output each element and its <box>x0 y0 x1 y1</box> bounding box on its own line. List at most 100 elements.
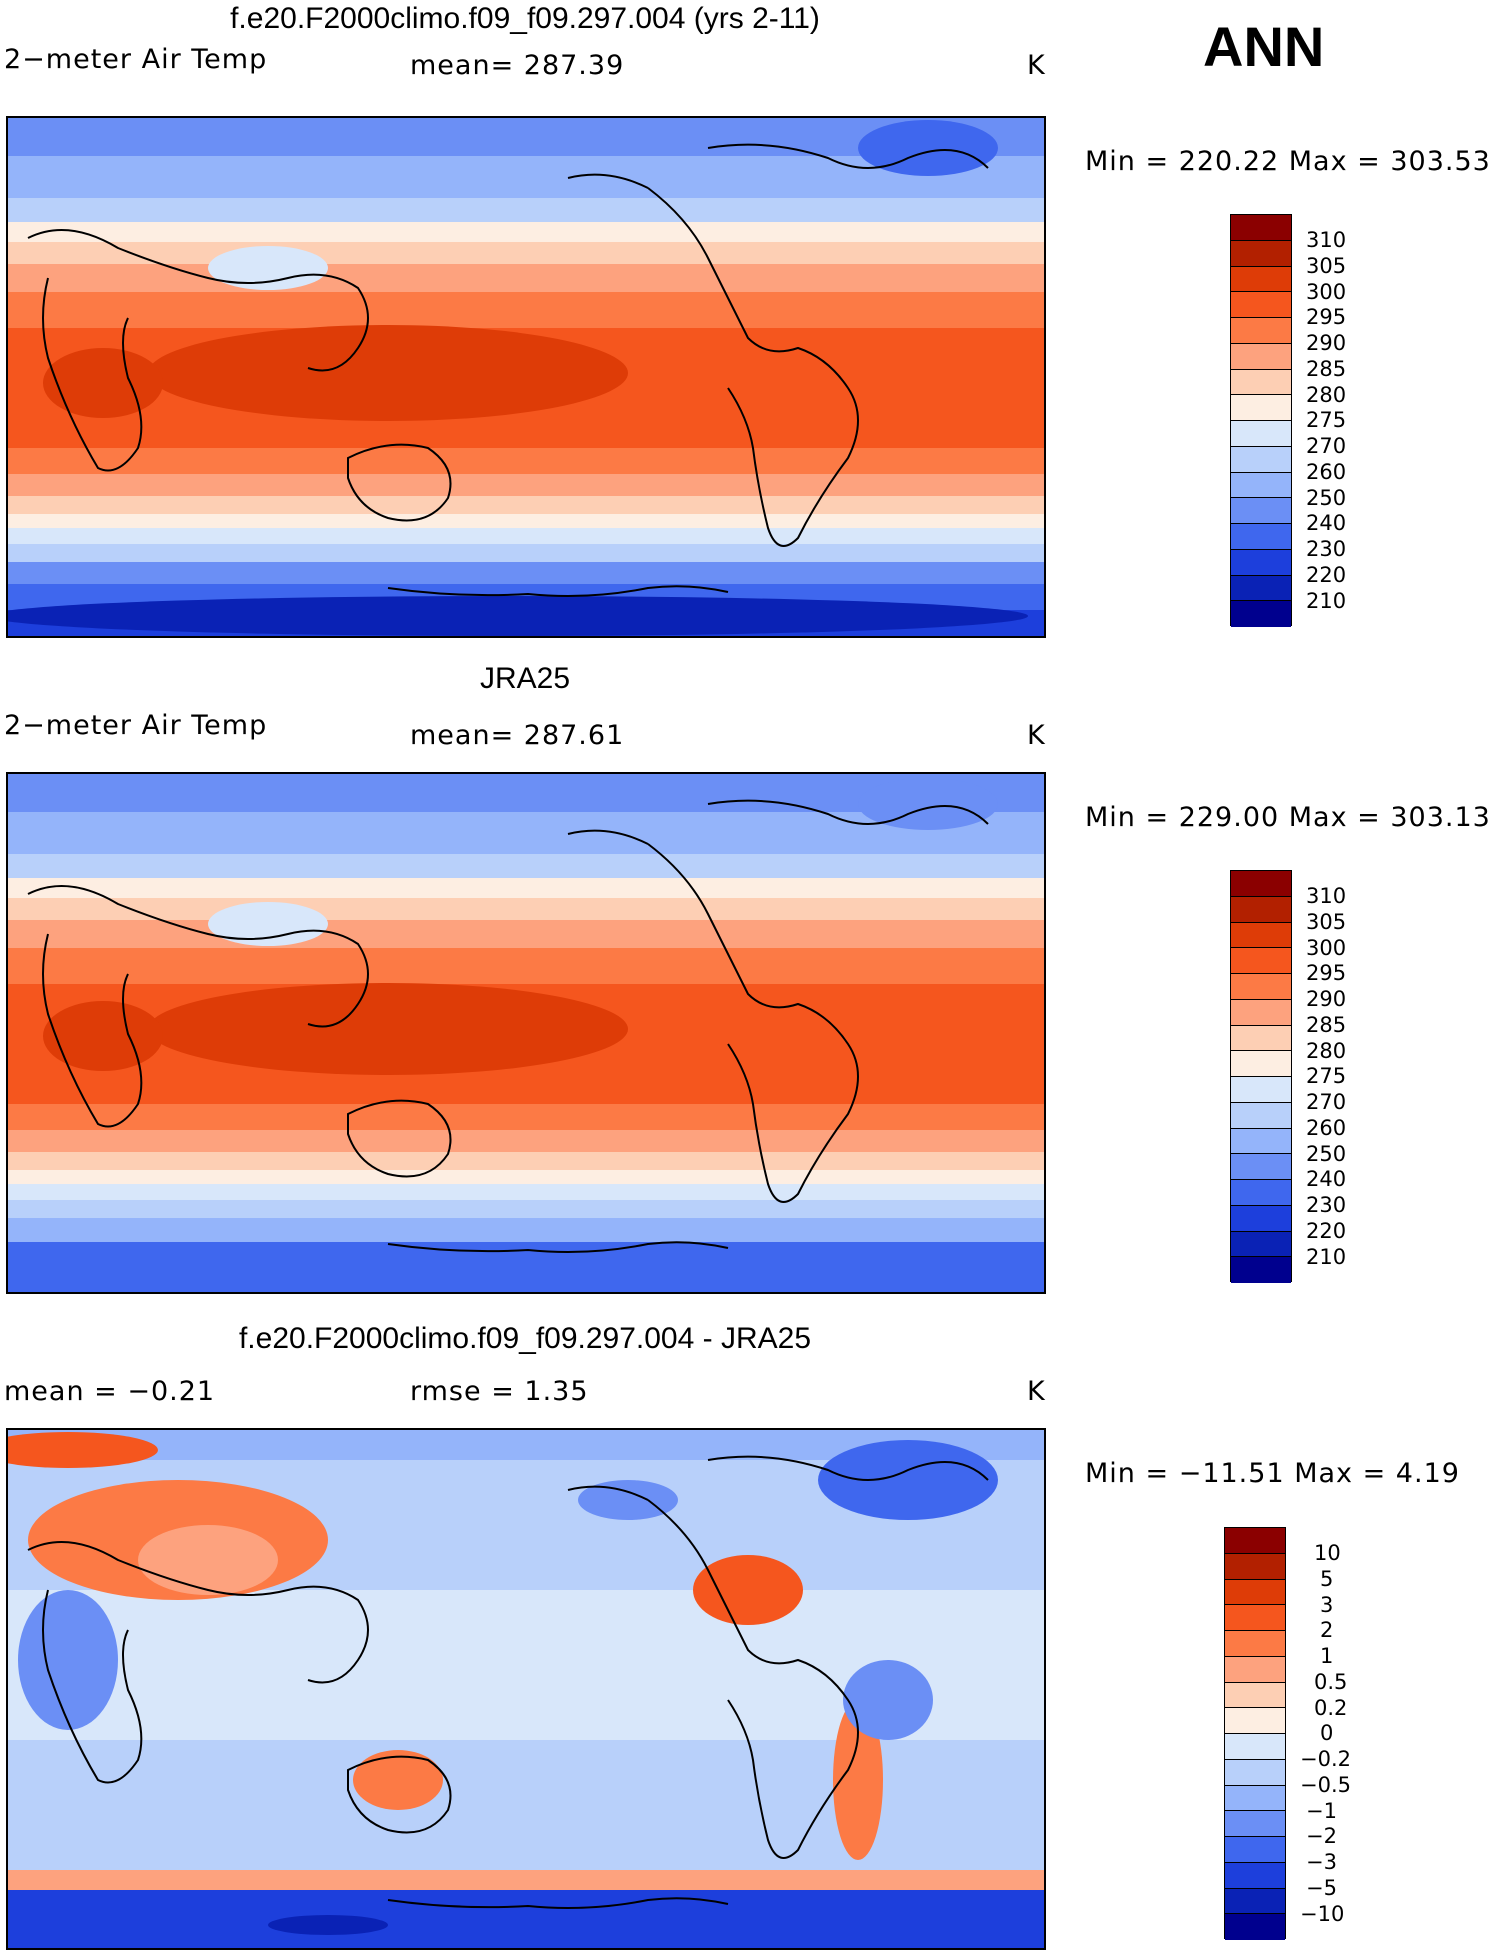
colorbar-swatch <box>1225 1862 1285 1889</box>
colorbar-label: 1 <box>1320 1644 1334 1668</box>
colorbar-label: 275 <box>1306 1064 1347 1088</box>
lat-band <box>8 474 1044 496</box>
lat-band <box>8 242 1044 264</box>
map-plot <box>6 116 1046 638</box>
lat-band <box>8 514 1044 528</box>
lat-band <box>8 854 1044 878</box>
colorbar-swatch <box>1231 896 1291 923</box>
coastline-australia <box>347 1099 452 1178</box>
colorbar <box>1230 870 1292 1283</box>
colorbar-swatch <box>1231 1102 1291 1129</box>
colorbar-label: 2 <box>1320 1618 1334 1642</box>
colorbar-label: 275 <box>1306 408 1347 432</box>
colorbar-label: 210 <box>1306 589 1347 613</box>
colorbar <box>1224 1527 1286 1940</box>
colorbar-label: 295 <box>1306 961 1347 985</box>
colorbar-label: 310 <box>1306 884 1347 908</box>
lat-band <box>8 1870 1044 1890</box>
lat-band <box>8 222 1044 242</box>
colorbar-swatch <box>1225 1682 1285 1709</box>
coastline-australia <box>347 443 452 522</box>
colorbar-swatch <box>1231 601 1291 627</box>
coastline-americas <box>647 187 859 547</box>
lat-band <box>8 496 1044 514</box>
colorbar-label: 3 <box>1320 1593 1334 1617</box>
colorbar-swatch <box>1231 871 1291 897</box>
anomaly-warm <box>833 1700 883 1860</box>
coastline-americas <box>647 843 859 1203</box>
colorbar-label: 250 <box>1306 1142 1347 1166</box>
cold-region <box>8 596 1028 636</box>
colorbar-label: −5 <box>1306 1876 1337 1900</box>
colorbar-swatch <box>1225 1888 1285 1915</box>
colorbar-swatch <box>1231 240 1291 267</box>
coastline-africa-eurasia <box>27 885 369 1128</box>
lat-band <box>8 264 1044 292</box>
temperature-map <box>8 118 1044 636</box>
temperature-map <box>8 774 1044 1292</box>
colorbar-label: 5 <box>1320 1567 1334 1591</box>
mean-label: mean = −0.21 <box>4 1376 216 1407</box>
difference-map <box>8 1430 1044 1948</box>
coastline-antarctica <box>387 585 729 597</box>
colorbar-label: 0.2 <box>1314 1696 1348 1720</box>
panel-title: f.e20.F2000climo.f09_f09.297.004 - JRA25 <box>238 1322 812 1355</box>
coastline-africa-eurasia <box>27 229 369 472</box>
lat-band <box>8 948 1044 984</box>
coastlines <box>27 1455 989 1909</box>
colorbar-swatch <box>1225 1837 1285 1863</box>
lat-band <box>8 1218 1044 1242</box>
anomaly-cold <box>268 1915 388 1935</box>
mean-label: mean= 287.39 <box>410 50 625 81</box>
colorbar-label: 220 <box>1306 563 1347 587</box>
colorbar-swatch <box>1231 395 1291 421</box>
coastlines <box>27 143 989 597</box>
colorbar-label: 305 <box>1306 910 1347 934</box>
colorbar-label: 240 <box>1306 511 1347 535</box>
lat-band <box>8 448 1044 474</box>
lat-band <box>8 1890 1044 1948</box>
colorbar-swatch <box>1225 1528 1285 1554</box>
anomaly-cold <box>578 1480 678 1520</box>
mean-label: mean= 287.61 <box>410 720 625 751</box>
colorbar-label: −3 <box>1306 1850 1337 1874</box>
colorbar-label: 300 <box>1306 936 1347 960</box>
colorbar-swatch <box>1231 498 1291 524</box>
colorbar-swatch <box>1231 1051 1291 1077</box>
colorbar-label: 240 <box>1306 1167 1347 1191</box>
units-label: K <box>1027 720 1046 751</box>
variable-label: 2−meter Air Temp <box>4 710 268 741</box>
lat-band <box>8 920 1044 948</box>
colorbar-label: 10 <box>1314 1541 1341 1565</box>
colorbar-swatch <box>1231 1154 1291 1180</box>
colorbar-label: −1 <box>1306 1799 1337 1823</box>
anomaly-cold <box>818 1440 998 1520</box>
colorbar-swatch <box>1231 421 1291 447</box>
colorbar-swatch <box>1231 922 1291 949</box>
warm-pool <box>43 348 163 418</box>
lat-band <box>8 528 1044 544</box>
colorbar-swatch <box>1231 1180 1291 1206</box>
min-max-label: Min = −11.51 Max = 4.19 <box>1085 1458 1460 1489</box>
colorbar-label: 260 <box>1306 1116 1347 1140</box>
min-max-label: Min = 220.22 Max = 303.53 <box>1085 146 1491 177</box>
colorbar-swatch <box>1231 369 1291 396</box>
colorbar-label: 260 <box>1306 460 1347 484</box>
rmse-label: rmse = 1.35 <box>410 1376 589 1407</box>
anomaly-cold <box>843 1660 933 1740</box>
coastline-arctic <box>567 143 989 189</box>
lat-band <box>8 878 1044 898</box>
coastline-antarctica <box>387 1897 729 1909</box>
colorbar-label: 300 <box>1306 280 1347 304</box>
cold-region <box>858 778 998 830</box>
colorbar-swatch <box>1231 215 1291 241</box>
colorbar-swatch <box>1225 1759 1285 1786</box>
colorbar-label: 270 <box>1306 1090 1347 1114</box>
colorbar-label: 210 <box>1306 1245 1347 1269</box>
colorbar-swatch <box>1231 292 1291 318</box>
colorbar-label: 250 <box>1306 486 1347 510</box>
coastline-antarctica <box>387 1241 729 1253</box>
colorbar-swatch <box>1231 575 1291 602</box>
colorbar-swatch <box>1225 1785 1285 1812</box>
colorbar-swatch <box>1231 948 1291 974</box>
